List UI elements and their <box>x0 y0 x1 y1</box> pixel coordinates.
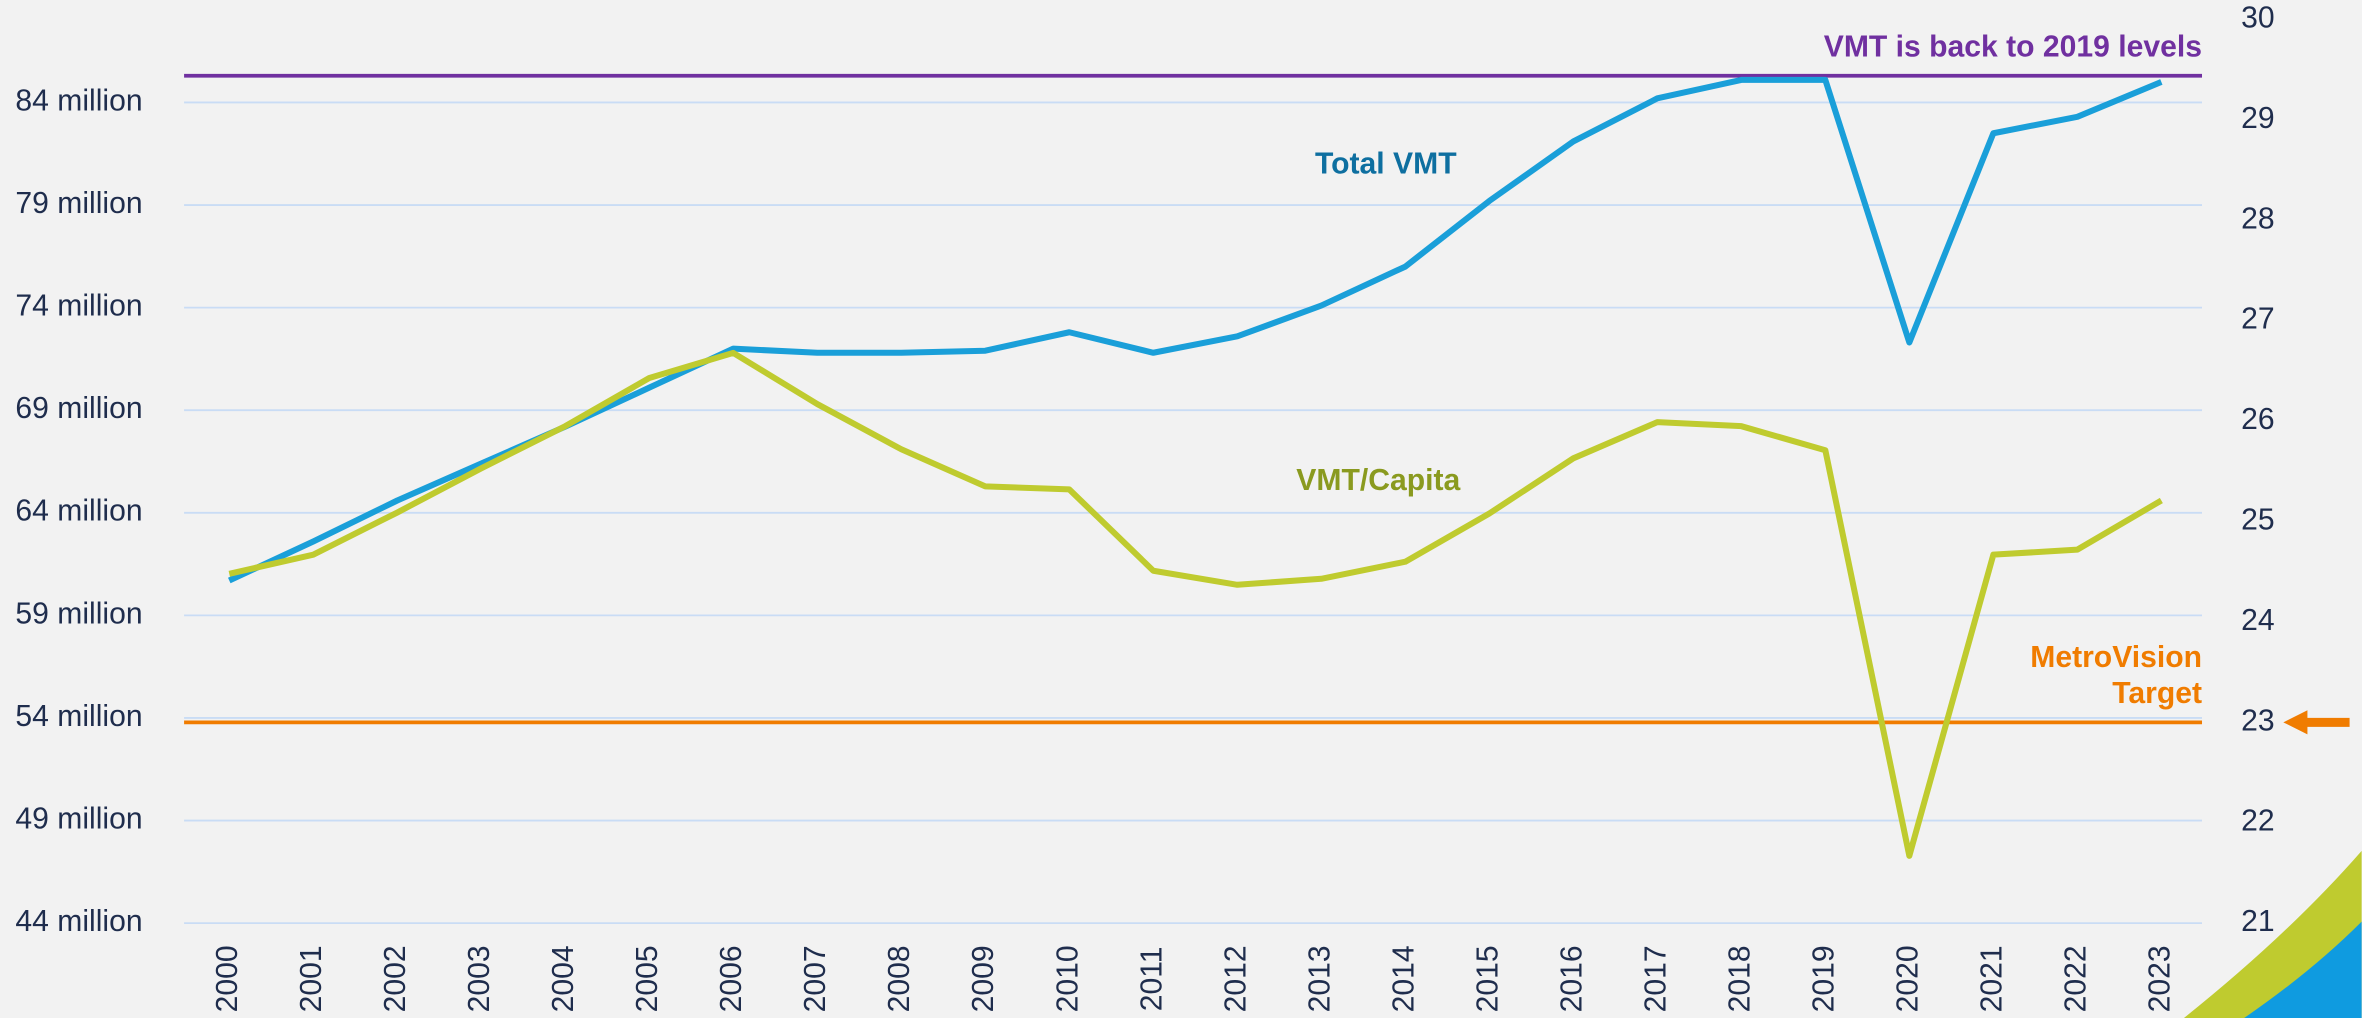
x-tick-label: 2016 <box>1555 945 1588 1012</box>
series-label: VMT/Capita <box>1296 464 1460 497</box>
x-tick-label: 2002 <box>379 945 412 1012</box>
x-tick-label: 2005 <box>631 945 664 1012</box>
y2-tick-label: 25 <box>2241 504 2275 537</box>
x-tick-label: 2017 <box>1639 945 1672 1012</box>
x-tick-label: 2000 <box>211 945 244 1012</box>
y2-tick-label: 28 <box>2241 202 2275 235</box>
x-tick-label: 2001 <box>295 945 328 1012</box>
chart: 44 million 49 million 54 million 59 million… <box>0 0 2362 1018</box>
target-arrow <box>2283 710 2349 734</box>
y-tick-label: 79 million <box>15 187 142 220</box>
x-tick-label: 2014 <box>1387 945 1420 1012</box>
y-tick-label: 44 million <box>15 905 142 938</box>
y2-tick-label: 26 <box>2241 403 2275 436</box>
y-tick-label: 49 million <box>15 802 142 835</box>
y2-tick-label: 24 <box>2241 604 2275 637</box>
x-tick-label: 2018 <box>1723 945 1756 1012</box>
x-tick-label: 2022 <box>2059 945 2092 1012</box>
reference-label: MetroVision <box>2030 641 2202 674</box>
series-label: Total VMT <box>1315 148 1457 181</box>
x-tick-label: 2023 <box>2143 945 2176 1012</box>
series-line <box>229 80 2161 581</box>
x-tick-label: 2015 <box>1471 945 1504 1012</box>
reference-label: Target <box>2112 677 2202 710</box>
y2-tick-label: 30 <box>2241 2 2275 35</box>
x-tick-label: 2019 <box>1807 945 1840 1012</box>
y2-tick-label: 21 <box>2241 905 2275 938</box>
y-tick-label: 54 million <box>15 700 142 733</box>
x-tick-label: 2007 <box>799 945 832 1012</box>
y2-tick-label: 23 <box>2241 704 2275 737</box>
x-tick-label: 2011 <box>1135 946 1168 1011</box>
y2-tick-label: 22 <box>2241 805 2275 838</box>
x-tick-label: 2003 <box>463 945 496 1012</box>
y-tick-label: 59 million <box>15 597 142 630</box>
y2-tick-label: 29 <box>2241 102 2275 135</box>
x-tick-label: 2010 <box>1051 945 1084 1012</box>
x-tick-label: 2004 <box>547 945 580 1012</box>
y-tick-label: 74 million <box>15 290 142 323</box>
y2-tick-label: 27 <box>2241 303 2275 336</box>
y-tick-label: 64 million <box>15 495 142 528</box>
y-tick-label: 84 million <box>15 84 142 117</box>
x-tick-label: 2012 <box>1219 945 1252 1012</box>
x-tick-label: 2008 <box>883 945 916 1012</box>
x-tick-label: 2020 <box>1891 945 1924 1012</box>
series-line <box>229 353 2161 856</box>
x-tick-label: 2006 <box>715 945 748 1012</box>
reference-label: VMT is back to 2019 levels <box>1824 31 2202 64</box>
x-tick-label: 2009 <box>967 945 1000 1012</box>
x-tick-label: 2021 <box>1975 945 2008 1012</box>
y-tick-label: 69 million <box>15 392 142 425</box>
x-tick-label: 2013 <box>1303 945 1336 1012</box>
